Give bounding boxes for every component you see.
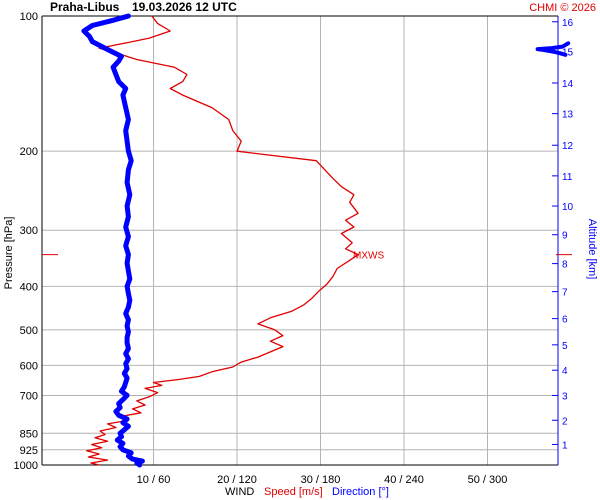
pressure-tick-label: 600 (20, 360, 38, 372)
station-title: Praha-Libus (50, 0, 120, 14)
datetime-title: 19.03.2026 12 UTC (132, 0, 237, 14)
data-series (81, 13, 571, 468)
speed-tick-label: 20 / 120 (217, 474, 257, 486)
altitude-tick-label: 5 (562, 341, 568, 352)
pressure-tick-label: 300 (20, 225, 38, 237)
mxws-annotation-label: MXWS (353, 251, 384, 262)
altitude-tick-label: 13 (562, 110, 574, 121)
pressure-tick-label: 200 (20, 146, 38, 158)
speed-tick-label: 50 / 300 (468, 474, 508, 486)
altitude-tick-label: 12 (562, 141, 574, 152)
pressure-tick-label: 700 (20, 390, 38, 402)
altitude-tick-label: 10 (562, 202, 574, 213)
altitude-tick-label: 11 (562, 172, 573, 183)
x-axis-label-direction: Direction [°] (332, 486, 389, 498)
altitude-tick-label: 6 (562, 315, 568, 326)
altitude-tick-label: 14 (562, 79, 574, 90)
speed-tick-label: 30 / 180 (301, 474, 341, 486)
altitude-tick-label: 8 (562, 260, 568, 271)
pressure-tick-label: 925 (20, 445, 38, 457)
altitude-tick-label: 9 (562, 231, 568, 242)
y-axis-label-altitude: Altitude [km] (586, 219, 598, 280)
y-axis-label-pressure: Pressure [hPa] (3, 217, 15, 290)
copyright-label: CHMI © 2026 (529, 2, 596, 14)
direction-series-line (81, 13, 145, 468)
altitude-tick-label: 3 (562, 391, 568, 402)
pressure-tick-label: 1000 (14, 460, 38, 472)
altitude-tick-label: 16 (562, 18, 574, 29)
altitude-tick-label: 15 (562, 48, 574, 59)
pressure-tick-label: 400 (20, 281, 38, 293)
altitude-tick-label: 2 (562, 416, 568, 427)
altitude-tick-label: 4 (562, 366, 568, 377)
altitude-tick-label: 1 (562, 440, 568, 451)
speed-tick-label: 40 / 240 (384, 474, 424, 486)
direction-series-wrap-line (535, 41, 571, 57)
pressure-tick-label: 500 (20, 325, 38, 337)
pressure-tick-label: 850 (20, 428, 38, 440)
x-axis-label-wind: WIND (225, 486, 254, 498)
pressure-tick-label: 100 (20, 11, 38, 23)
speed-tick-label: 10 / 60 (137, 474, 171, 486)
altitude-tick-label: 7 (562, 288, 568, 299)
speed-series-line (86, 15, 359, 466)
x-axis-label-speed: Speed [m/s] (264, 486, 323, 498)
